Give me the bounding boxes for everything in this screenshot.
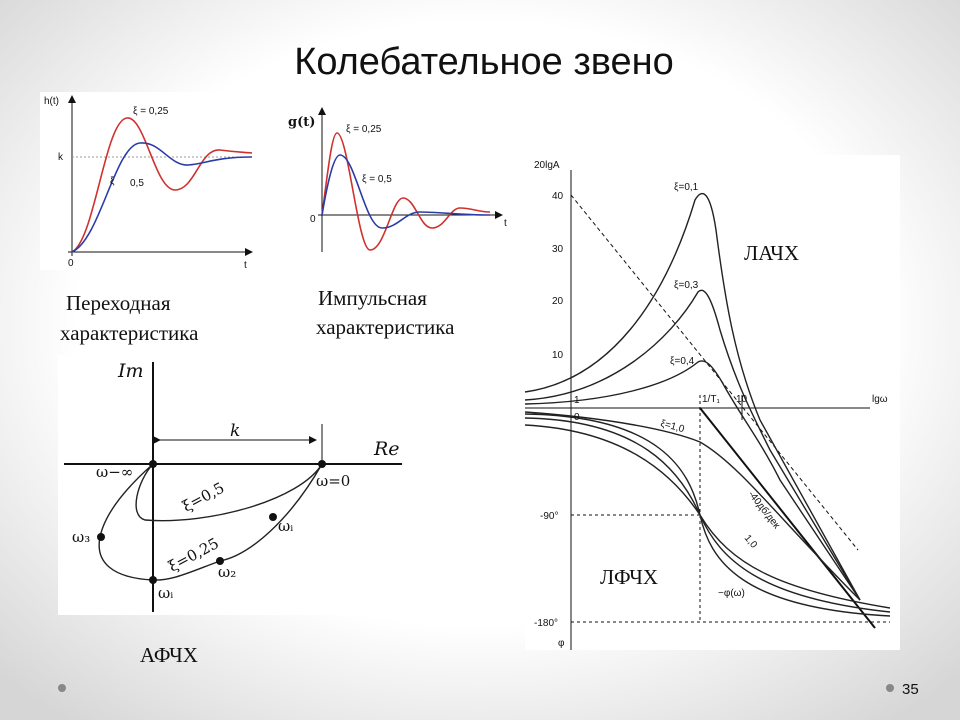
bode-plot: 20lgA 40 30 20 10 1 0 ξ=0,1 ξ=0,3 ξ=0,4 … bbox=[524, 155, 900, 650]
label: ξ bbox=[110, 176, 115, 187]
curve bbox=[524, 411, 861, 601]
label: 20lgA bbox=[534, 160, 560, 171]
tick-label: 0 bbox=[574, 412, 580, 423]
label: −φ(ω) bbox=[718, 588, 745, 599]
tick-label: 20 bbox=[552, 296, 564, 307]
curve bbox=[321, 154, 491, 229]
caption: Импульсная bbox=[318, 286, 427, 310]
curve bbox=[524, 192, 861, 601]
asymptote bbox=[570, 194, 859, 551]
point bbox=[216, 557, 224, 565]
label: t bbox=[504, 218, 507, 229]
panel bbox=[280, 100, 510, 260]
tick-label: 40 bbox=[552, 191, 564, 202]
label: ω₃ bbox=[72, 528, 90, 546]
bullet bbox=[58, 684, 66, 692]
curve bbox=[135, 463, 323, 522]
label: ξ = 0,25 bbox=[346, 124, 382, 135]
curve bbox=[524, 413, 891, 617]
label: ЛФЧХ bbox=[600, 565, 658, 589]
point bbox=[318, 460, 326, 468]
label: ω=0 bbox=[316, 472, 350, 490]
title: Колебательное звено bbox=[294, 41, 674, 83]
label: ωᵢ bbox=[278, 517, 293, 535]
label: 1/T₁ bbox=[702, 394, 720, 405]
label: t bbox=[244, 260, 247, 271]
label: h(t) bbox=[44, 96, 59, 107]
label: k bbox=[58, 152, 64, 163]
point bbox=[269, 513, 277, 521]
label: ξ=0,4 bbox=[670, 356, 695, 367]
label: g(t) bbox=[288, 115, 315, 130]
label: 0 bbox=[310, 214, 316, 225]
tick-label: 10 bbox=[552, 350, 564, 361]
label: ЛАЧХ bbox=[744, 241, 799, 265]
impulse-plot: g(t) ξ = 0,25 ξ = 0,5 0 t Импульсная хар… bbox=[280, 100, 510, 339]
label: lgω bbox=[872, 394, 888, 405]
label: 0 bbox=[68, 258, 74, 269]
caption: характеристика bbox=[316, 315, 455, 339]
label: ξ = 0,25 bbox=[133, 106, 169, 117]
curve bbox=[524, 360, 861, 601]
curve bbox=[524, 289, 861, 601]
label: k bbox=[230, 421, 240, 441]
label: Re bbox=[373, 438, 400, 460]
label: ω−∞ bbox=[96, 463, 133, 481]
point bbox=[97, 533, 105, 541]
tick-label: 1 bbox=[574, 395, 580, 406]
curve bbox=[71, 117, 253, 253]
caption: характеристика bbox=[60, 321, 199, 345]
caption: Переходная bbox=[66, 291, 171, 315]
label: -180° bbox=[534, 618, 558, 629]
label: φ bbox=[558, 638, 565, 649]
tick-label: 30 bbox=[552, 244, 564, 255]
label: ω₂ bbox=[218, 563, 236, 581]
label: ξ=0,3 bbox=[674, 280, 699, 291]
asymptote bbox=[699, 407, 876, 629]
page-number: 35 bbox=[902, 681, 919, 698]
point bbox=[149, 576, 157, 584]
label: Im bbox=[117, 360, 144, 382]
label: -90° bbox=[540, 511, 558, 522]
curve bbox=[321, 132, 491, 251]
afc-plot: Im Re k ω−∞ ω=0 ξ=0,5 ξ=0,25 ω₃ ωᵢ ω₂ ωᵢ… bbox=[58, 355, 405, 667]
label: 0,5 bbox=[130, 178, 144, 189]
label: ξ=0,1 bbox=[674, 182, 699, 193]
label: ξ = 0,5 bbox=[362, 174, 392, 185]
caption: АФЧХ bbox=[140, 643, 198, 667]
curve bbox=[71, 142, 253, 253]
bullet bbox=[886, 684, 894, 692]
panel bbox=[40, 92, 258, 270]
label: 10 bbox=[736, 394, 748, 405]
point bbox=[149, 460, 157, 468]
label: ωᵢ bbox=[158, 584, 173, 602]
transient-plot: h(t) ξ = 0,25 k ξ 0,5 0 t Переходная хар… bbox=[40, 92, 258, 345]
